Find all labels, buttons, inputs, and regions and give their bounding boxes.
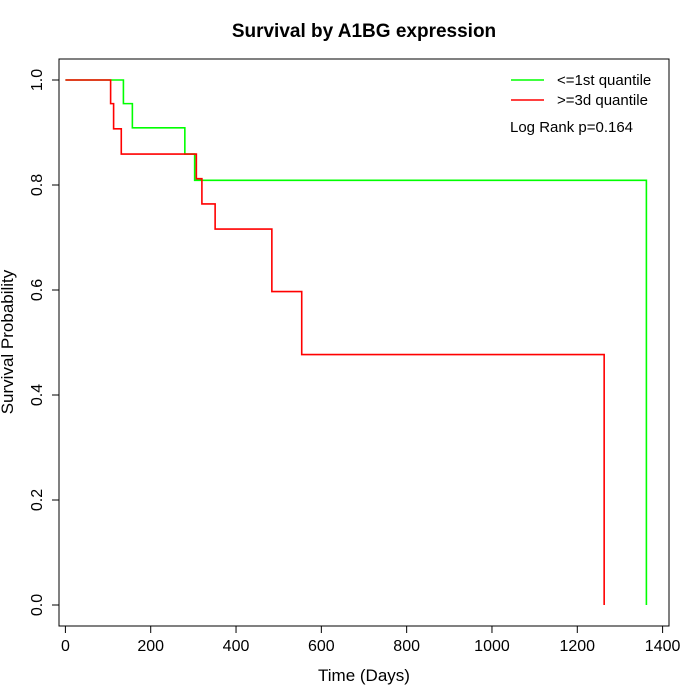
legend-label: <=1st quantile [557,72,651,89]
series-line-2 [65,79,605,605]
x-tick-label: 200 [137,638,164,655]
x-tick-label: 0 [61,638,70,655]
x-tick-label: 1200 [559,638,595,655]
series-line-1 [65,79,648,605]
x-axis-label: Time (Days) [318,666,410,685]
y-tick-label: 0.4 [29,384,46,406]
legend-label: >=3d quantile [557,92,648,109]
y-tick-label: 1.0 [29,69,46,91]
x-tick-label: 1000 [474,638,510,655]
chart-title: Survival by A1BG expression [232,21,496,42]
log-rank-annotation: Log Rank p=0.164 [510,119,633,136]
legend: <=1st quantile >=3d quantile [511,72,651,109]
axes-layer: 0 200 400 600 800 1000 1200 1400 0.0 0.2 0.4 0.6 0.8… [29,69,680,655]
x-tick-label: 1400 [645,638,681,655]
y-tick-label: 0.0 [29,594,46,616]
y-tick-label: 0.8 [29,174,46,196]
x-tick-label: 800 [393,638,420,655]
y-tick-label: 0.6 [29,279,46,301]
series-layer [65,79,648,605]
y-tick-label: 0.2 [29,489,46,511]
x-tick-label: 400 [223,638,250,655]
y-axis-label: Survival Probability [0,269,17,414]
x-tick-label: 600 [308,638,335,655]
